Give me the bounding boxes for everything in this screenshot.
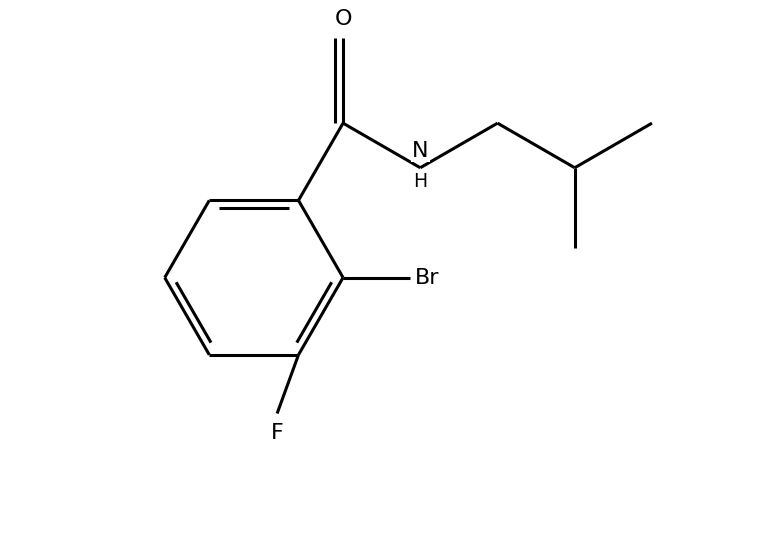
Text: N: N bbox=[412, 141, 429, 161]
Text: Br: Br bbox=[415, 268, 440, 288]
Text: H: H bbox=[413, 172, 427, 191]
Text: F: F bbox=[271, 423, 283, 443]
Text: O: O bbox=[335, 9, 352, 29]
